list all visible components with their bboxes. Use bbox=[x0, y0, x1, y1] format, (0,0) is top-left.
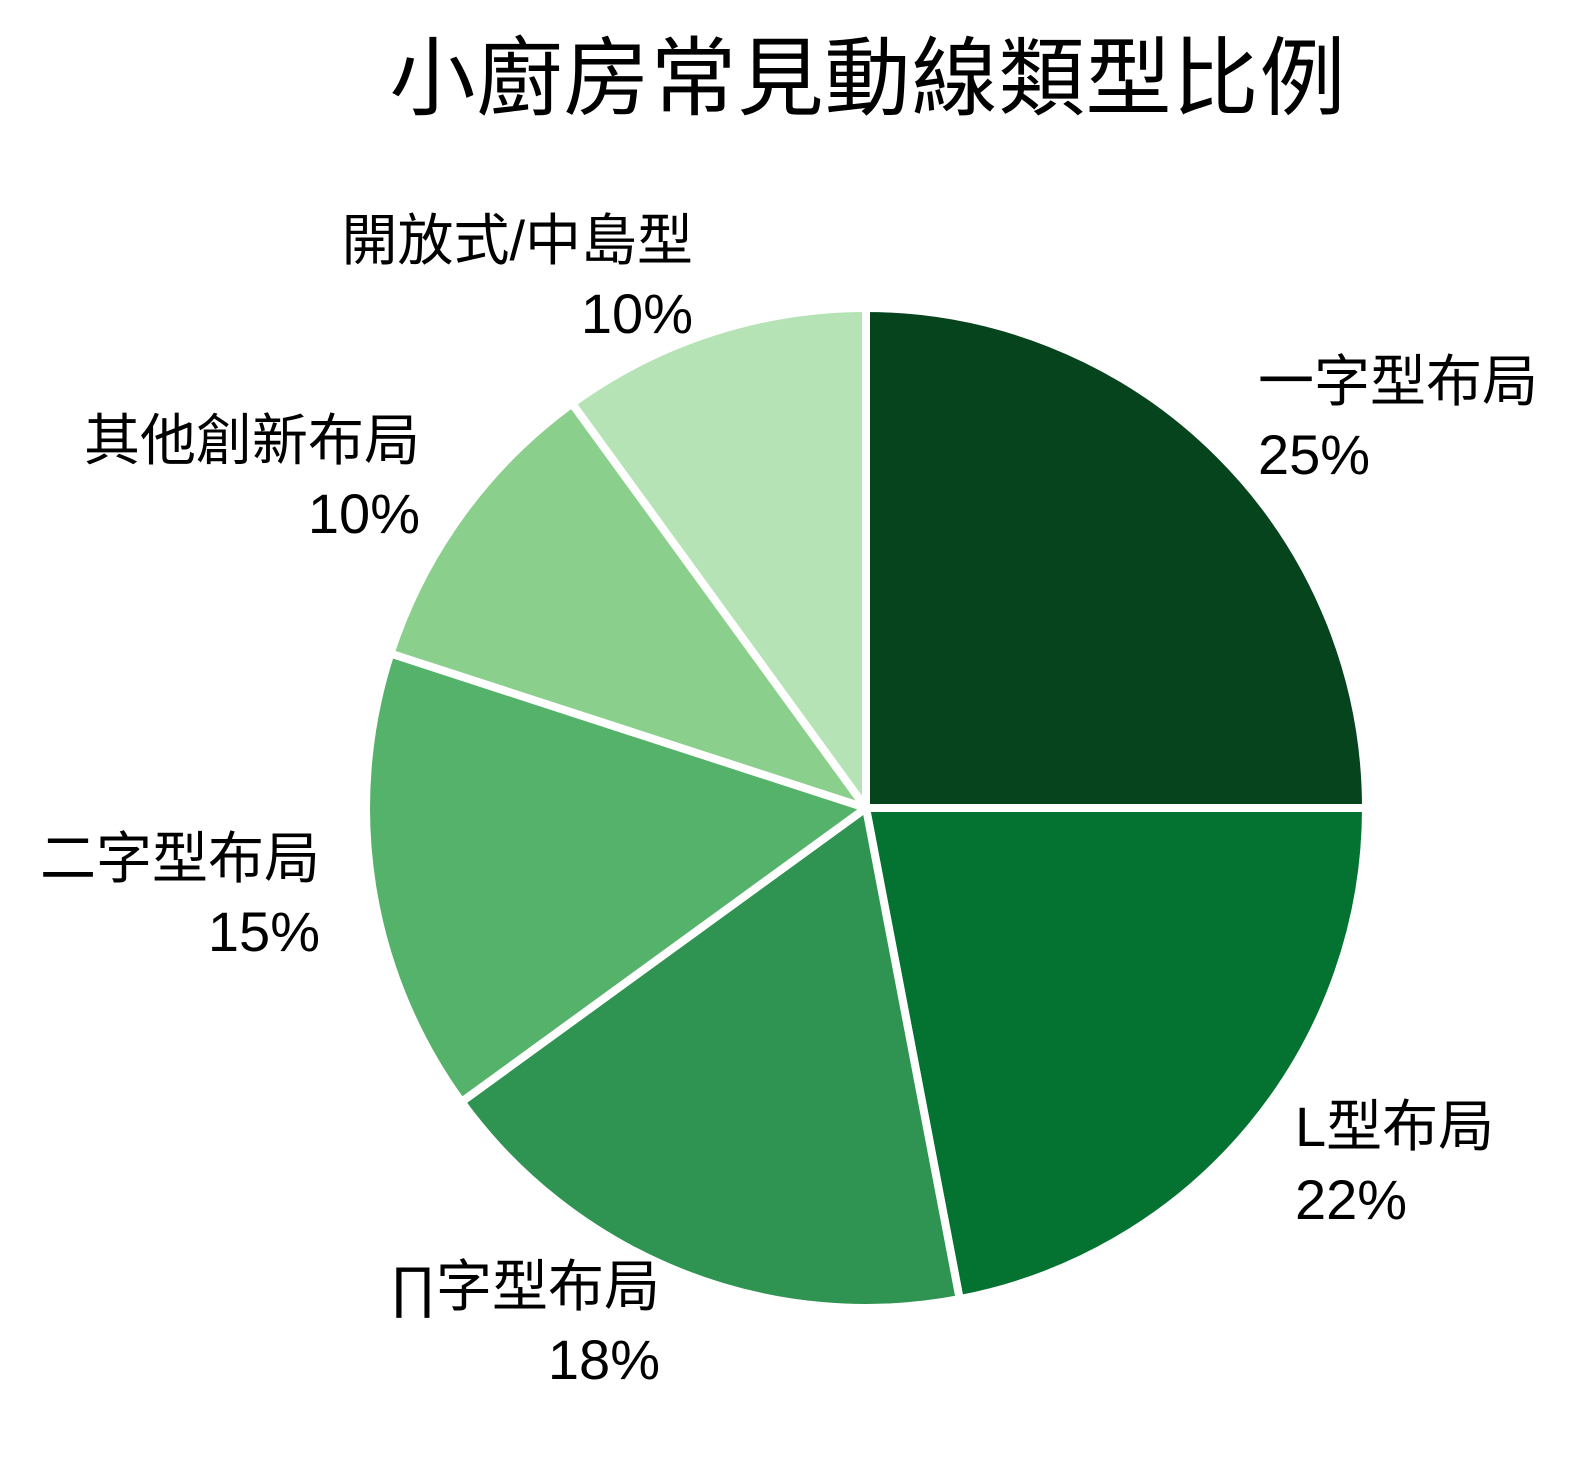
slice-label-2: L型布局 22% bbox=[1295, 1090, 1494, 1236]
slice-category-label: L型布局 bbox=[1295, 1095, 1495, 1158]
slice-label-3: ∏字型布局 18% bbox=[390, 1250, 660, 1396]
slice-category-label: 二字型布局 bbox=[40, 827, 320, 890]
slice-category-label: 開放式/中島型 bbox=[341, 209, 693, 272]
slice-category-label: 一字型布局 bbox=[1258, 350, 1538, 413]
pie-slice-6 bbox=[568, 304, 870, 812]
pie-slice-4 bbox=[362, 649, 870, 1106]
slice-category-label: ∏字型布局 bbox=[389, 1255, 660, 1318]
slice-percent-label: 10% bbox=[580, 282, 693, 345]
pie-slice-2 bbox=[862, 804, 1370, 1304]
slice-label-4: 二字型布局 15% bbox=[40, 822, 320, 968]
pie-slice-1 bbox=[862, 304, 1370, 812]
slice-percent-label: 22% bbox=[1295, 1168, 1408, 1231]
slice-category-label: 其他創新布局 bbox=[84, 409, 420, 472]
slice-percent-label: 18% bbox=[547, 1328, 660, 1391]
slice-percent-label: 10% bbox=[307, 482, 420, 545]
slice-label-6: 開放式/中島型 10% bbox=[341, 204, 693, 350]
slice-label-5: 其他創新布局 10% bbox=[84, 404, 420, 550]
slice-percent-label: 25% bbox=[1258, 423, 1371, 486]
pie-slice-3 bbox=[457, 804, 964, 1312]
slice-label-1: 一字型布局 25% bbox=[1258, 345, 1538, 491]
slice-percent-label: 15% bbox=[207, 900, 320, 963]
pie-slice-5 bbox=[386, 399, 870, 812]
chart-title: 小廚房常見動線類型比例 bbox=[389, 31, 1347, 127]
